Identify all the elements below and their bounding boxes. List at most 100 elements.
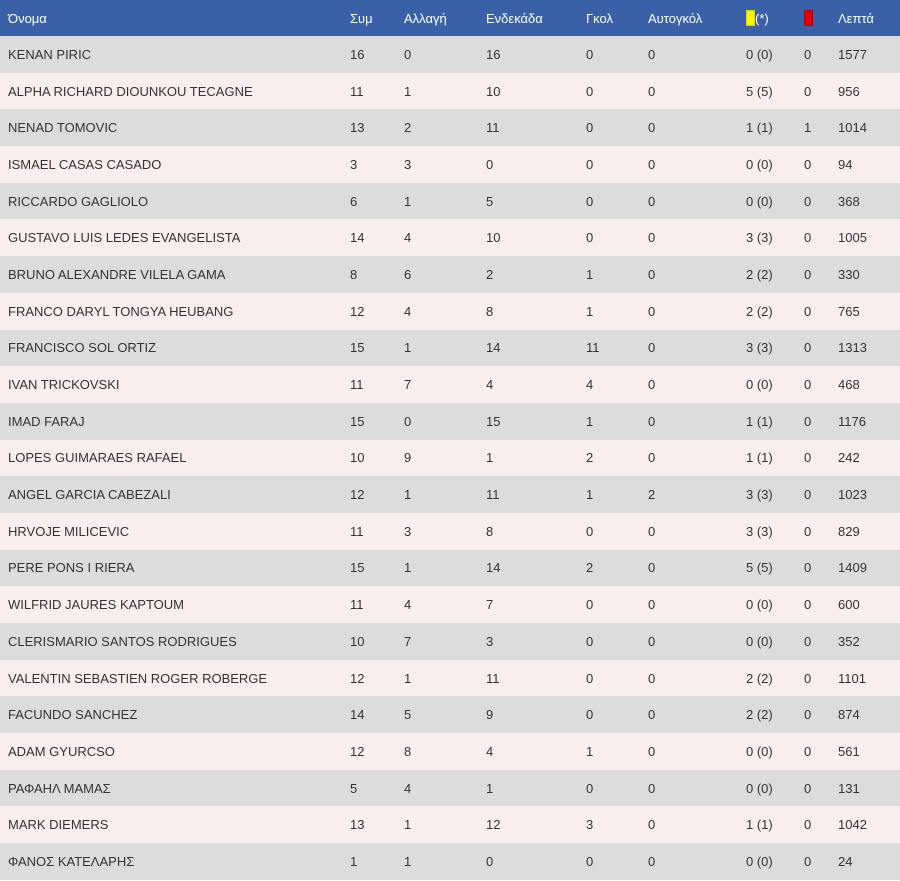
cell-red: 0	[804, 633, 812, 649]
cell-starts: 16	[486, 46, 501, 62]
table-row[interactable]: BRUNO ALEXANDRE VILELA GAMA 8 6 2 1 0 2 (2) 0 33…	[0, 256, 900, 293]
table-row[interactable]: NENAD TOMOVIC 13 2 11 0 0 1 (1) 1 1014	[0, 109, 900, 147]
cell-yellow: 0 (0)	[746, 46, 773, 62]
cell-subs: 0	[404, 413, 412, 429]
table-row[interactable]: VALENTIN SEBASTIEN ROGER ROBERGE 12 1 11 0 0 2…	[0, 659, 900, 697]
cell-yellow: 3 (3)	[746, 340, 773, 356]
cell-own-goals: 0	[648, 817, 656, 833]
column-header-starts[interactable]: Ενδεκάδα	[486, 10, 543, 26]
column-header-apps[interactable]: Συμ	[350, 10, 373, 26]
cell-minutes: 874	[838, 707, 860, 723]
cell-minutes: 1577	[838, 46, 867, 62]
table-row[interactable]: ADAM GYURCSO 12 8 4 1 0 0 (0) 0 561	[0, 733, 900, 770]
cell-own-goals: 0	[648, 853, 656, 869]
cell-red: 0	[804, 193, 812, 209]
cell-yellow: 1 (1)	[746, 450, 773, 466]
cell-minutes: 131	[838, 780, 860, 796]
table-row[interactable]: FACUNDO SANCHEZ 14 5 9 0 0 2 (2) 0 874	[0, 696, 900, 734]
table-row[interactable]: HRVOJE MILICEVIC 11 3 8 0 0 3 (3) 0 829	[0, 512, 900, 550]
column-header-own-goals[interactable]: Αυτογκόλ	[648, 10, 703, 26]
cell-yellow: 2 (2)	[746, 707, 773, 723]
table-row[interactable]: FRANCISCO SOL ORTIZ 15 1 14 11 0 3 (3) 0 1313	[0, 329, 900, 367]
table-row[interactable]: ΦΑΝΟΣ ΚΑΤΕΛΑΡΗΣ 1 1 0 0 0 0 (0) 0 24	[0, 843, 900, 880]
table-row[interactable]: PERE PONS I RIERA 15 1 14 2 0 5 (5) 0 1409	[0, 549, 900, 587]
cell-name: ΦΑΝΟΣ ΚΑΤΕΛΑΡΗΣ	[8, 853, 135, 869]
cell-name: ADAM GYURCSO	[8, 743, 115, 759]
cell-own-goals: 0	[648, 83, 656, 99]
cell-starts: 1	[486, 450, 494, 466]
column-header-subs[interactable]: Αλλαγή	[404, 10, 447, 26]
cell-red: 0	[804, 780, 812, 796]
column-header-minutes[interactable]: Λεπτά	[838, 10, 874, 26]
column-header-red-cards[interactable]	[796, 0, 830, 36]
cell-red: 0	[804, 597, 812, 613]
cell-name: GUSTAVO LUIS LEDES EVANGELISTA	[8, 230, 241, 246]
cell-starts: 11	[486, 120, 500, 136]
cell-name: ΡΑΦΑΗΛ ΜΑΜΑΣ	[8, 780, 111, 796]
table-row[interactable]: GUSTAVO LUIS LEDES EVANGELISTA 14 4 10 0 0 3 (…	[0, 219, 900, 257]
table-row[interactable]: WILFRID JAURES KAPTOUM 11 4 7 0 0 0 (0) 0 600	[0, 586, 900, 623]
cell-red: 0	[804, 83, 812, 99]
table-row[interactable]: ΡΑΦΑΗΛ ΜΑΜΑΣ 5 4 1 0 0 0 (0) 0 131	[0, 769, 900, 807]
table-row[interactable]: ISMAEL CASAS CASADO 3 3 0 0 0 0 (0) 0 94	[0, 146, 900, 183]
cell-own-goals: 0	[648, 340, 656, 356]
cell-minutes: 829	[838, 523, 860, 539]
cell-apps: 16	[350, 46, 365, 62]
cell-apps: 11	[350, 377, 364, 393]
cell-red: 1	[804, 120, 812, 136]
cell-apps: 12	[350, 487, 365, 503]
cell-apps: 8	[350, 266, 358, 282]
cell-subs: 1	[404, 83, 412, 99]
column-header-name[interactable]: Όνομα	[8, 10, 47, 26]
column-header-goals[interactable]: Γκολ	[586, 10, 613, 26]
table-row[interactable]: ALPHA RICHARD DIOUNKOU TECAGNE 11 1 10 0 0 5 (…	[0, 72, 900, 110]
cell-minutes: 468	[838, 377, 860, 393]
cell-red: 0	[804, 560, 812, 576]
table-row[interactable]: CLERISMARIO SANTOS RODRIGUES 10 7 3 0 0 0 (0) 0…	[0, 623, 900, 660]
cell-red: 0	[804, 707, 812, 723]
cell-name: WILFRID JAURES KAPTOUM	[8, 597, 185, 613]
cell-yellow: 5 (5)	[746, 83, 773, 99]
cell-minutes: 1176	[838, 413, 866, 429]
column-header-yellow-cards[interactable]: (*)	[738, 0, 796, 36]
yellow-card-suffix: (*)	[755, 10, 769, 26]
cell-own-goals: 0	[648, 156, 656, 172]
cell-name: RICCARDO GAGLIOLO	[8, 193, 149, 209]
cell-yellow: 3 (3)	[746, 230, 773, 246]
cell-own-goals: 0	[648, 560, 656, 576]
cell-name: PERE PONS I RIERA	[8, 560, 135, 576]
cell-subs: 4	[404, 597, 412, 613]
cell-starts: 12	[486, 817, 501, 833]
table-row[interactable]: RICCARDO GAGLIOLO 6 1 5 0 0 0 (0) 0 368	[0, 182, 900, 220]
cell-yellow: 0 (0)	[746, 743, 773, 759]
cell-apps: 6	[350, 193, 358, 209]
cell-goals: 4	[586, 377, 594, 393]
table-row[interactable]: KENAN PIRIC 16 0 16 0 0 0 (0) 0 1577	[0, 36, 900, 73]
cell-subs: 4	[404, 303, 412, 319]
cell-apps: 12	[350, 670, 365, 686]
table-row[interactable]: IMAD FARAJ 15 0 15 1 0 1 (1) 0 1176	[0, 402, 900, 440]
table-row[interactable]: IVAN TRICKOVSKI 11 7 4 4 0 0 (0) 0 468	[0, 366, 900, 403]
cell-starts: 14	[486, 560, 501, 576]
cell-goals: 0	[586, 597, 594, 613]
cell-name: MARK DIEMERS	[8, 817, 109, 833]
cell-yellow: 2 (2)	[746, 303, 773, 319]
table-row[interactable]: FRANCO DARYL TONGYA HEUBANG 12 4 8 1 0 2 (2) 0 7…	[0, 292, 900, 330]
table-row[interactable]: LOPES GUIMARAES RAFAEL 10 9 1 2 0 1 (1) 0 242	[0, 439, 900, 477]
cell-name: IMAD FARAJ	[8, 413, 85, 429]
table-row[interactable]: ANGEL GARCIA CABEZALI 12 1 11 1 2 3 (3) 0 1023	[0, 476, 900, 513]
cell-subs: 0	[404, 46, 412, 62]
cell-red: 0	[804, 377, 812, 393]
cell-yellow: 0 (0)	[746, 597, 773, 613]
cell-starts: 5	[486, 193, 494, 209]
cell-goals: 0	[586, 633, 594, 649]
cell-own-goals: 0	[648, 450, 656, 466]
cell-subs: 9	[404, 450, 412, 466]
cell-yellow: 0 (0)	[746, 156, 773, 172]
cell-red: 0	[804, 450, 812, 466]
cell-yellow: 0 (0)	[746, 377, 773, 393]
cell-yellow: 3 (3)	[746, 487, 773, 503]
cell-red: 0	[804, 487, 812, 503]
table-row[interactable]: MARK DIEMERS 13 1 12 3 0 1 (1) 0 1042	[0, 806, 900, 844]
cell-own-goals: 0	[648, 303, 656, 319]
